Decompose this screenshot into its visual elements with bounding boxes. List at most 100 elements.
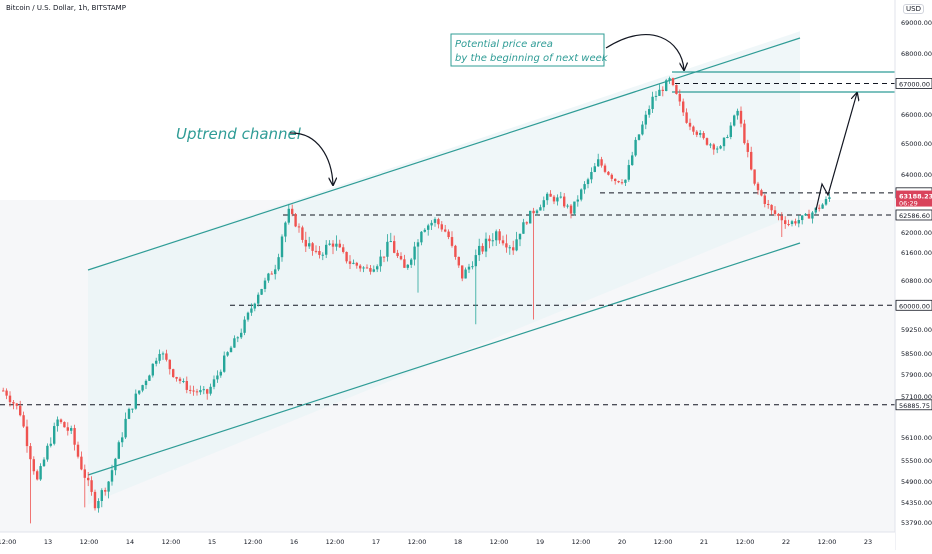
channel-lower-line (87, 242, 801, 476)
candle-body (338, 243, 341, 248)
candle-body (212, 379, 216, 387)
candle-body (314, 250, 318, 252)
candle-body (702, 133, 705, 139)
candle-body (284, 222, 287, 237)
price-level-tag-label: 60000.00 (899, 302, 930, 310)
price-level-tag-label: 56885.75 (899, 402, 930, 410)
candle-body (209, 386, 212, 394)
candle-body (811, 212, 814, 219)
price-level-tag (895, 78, 932, 89)
candle-body (685, 112, 688, 123)
candle-body (824, 198, 828, 205)
candle-body (467, 266, 471, 270)
candle-body (671, 78, 675, 86)
candle-body (488, 238, 491, 242)
candle-body (668, 78, 671, 81)
candle-body (90, 480, 93, 492)
candle-body (743, 123, 746, 144)
candle-body (240, 332, 243, 338)
candle-body (376, 266, 379, 270)
candle-body (437, 219, 440, 225)
candle-body (253, 303, 256, 309)
candle-body (110, 470, 114, 482)
candle-body (586, 179, 590, 185)
candle-body (471, 266, 474, 268)
candle-body (580, 189, 583, 200)
candle-body (168, 359, 171, 370)
candle-body (270, 273, 273, 275)
price-axis-tick-label: 69000.00 (901, 19, 932, 27)
candle-body (76, 444, 80, 457)
candle-body (318, 250, 321, 255)
price-axis-tick-label: 55500.00 (901, 457, 932, 465)
candle-body (406, 264, 409, 268)
candle-body (508, 247, 511, 249)
candle-body (777, 213, 780, 216)
candle-body (19, 405, 22, 416)
candle-body (342, 247, 345, 252)
candle-body (29, 446, 32, 460)
time-axis-tick-label: 13 (44, 538, 52, 546)
candle-body (59, 419, 63, 423)
channel-upper-line (87, 37, 801, 271)
candle-body (63, 422, 66, 428)
candle-body (274, 269, 277, 275)
candle-body (386, 241, 389, 257)
candle-body (624, 179, 627, 183)
candle-body (784, 220, 787, 225)
candle-body (542, 200, 545, 208)
candle-body (814, 207, 817, 213)
candle-body (726, 136, 729, 138)
price-axis-tick-label: 56100.00 (901, 434, 932, 442)
price-level-tag (895, 299, 932, 311)
candle-body (93, 491, 97, 509)
candle-body (185, 380, 188, 390)
candle-body (263, 280, 267, 289)
candle-body (767, 203, 770, 205)
candle-body (736, 110, 739, 116)
candle-body (56, 419, 59, 427)
candle-body (243, 319, 246, 333)
candle-body (518, 233, 522, 240)
candle-body (189, 389, 192, 391)
time-axis-tick-label: 23 (864, 538, 872, 546)
candle-body (175, 376, 178, 379)
candle-body (481, 245, 484, 252)
candle-body (172, 369, 175, 377)
candle-body (301, 227, 304, 240)
candle-body (2, 390, 5, 392)
time-axis-tick-label: 12:00 (572, 538, 591, 546)
price-level-tag-label: 62586.60 (899, 212, 930, 220)
candle-body (335, 243, 338, 247)
currency-button[interactable]: USD (903, 4, 924, 14)
current-price-tag (896, 190, 932, 207)
candle-body (80, 456, 83, 470)
candle-body (359, 265, 362, 269)
candle-body (658, 89, 661, 96)
candle-body (648, 109, 651, 115)
candle-body (46, 445, 49, 460)
candle-body (464, 269, 467, 279)
candle-body (70, 428, 73, 431)
candle-body (124, 418, 127, 438)
candle-body (182, 380, 185, 382)
candle-body (369, 268, 372, 272)
price-axis-tick-label: 58500.00 (901, 350, 932, 358)
candle-body (365, 267, 369, 269)
candle-body (590, 171, 593, 180)
candle-body (665, 80, 668, 91)
candle-body (127, 408, 131, 419)
candle-body (362, 267, 365, 269)
candle-body (678, 93, 681, 102)
candle-body (699, 133, 702, 135)
price-axis-tick-label: 66000.00 (901, 111, 932, 119)
candle-body (682, 101, 685, 113)
candle-body (661, 89, 664, 91)
candle-body (512, 247, 515, 251)
candle-body (535, 210, 539, 214)
candle-body (705, 138, 709, 145)
candle-body (423, 229, 426, 232)
candle-body (495, 231, 498, 241)
